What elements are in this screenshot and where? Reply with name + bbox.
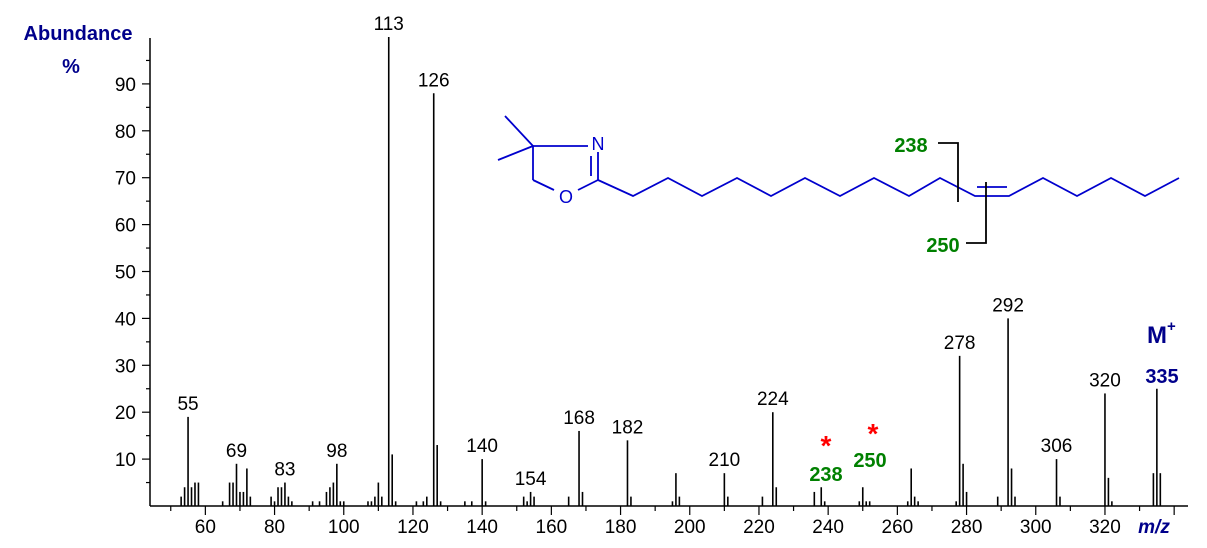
- x-ticks: 60 80 100 120 140 160 180 200 220 240 260 280 300 320: [170, 506, 1175, 538]
- x-tick-label: 140: [466, 517, 498, 538]
- atom-n: N: [592, 134, 605, 154]
- ring-bond-c5-o: [532, 179, 555, 191]
- x-tick-label: 80: [264, 517, 285, 538]
- peak-label: 126: [418, 70, 450, 91]
- x-tick-label: 320: [1089, 517, 1121, 538]
- peak-label: 278: [944, 333, 976, 354]
- y-tick-label: 90: [115, 75, 136, 96]
- x-tick-label: 180: [605, 517, 637, 538]
- y-tick-label: 30: [115, 356, 136, 377]
- marker-star-238: *: [821, 430, 832, 461]
- peaks: [180, 37, 1162, 506]
- y-tick-label: 60: [115, 216, 136, 237]
- x-tick-label: 240: [812, 517, 844, 538]
- x-tick-label: 160: [536, 517, 568, 538]
- chemical-structure: [497, 115, 1180, 244]
- peak-label: 113: [374, 14, 404, 35]
- methyl-bond-1: [504, 115, 534, 147]
- x-axis-title: m/z: [1138, 517, 1170, 538]
- peak-label: 154: [515, 469, 547, 490]
- structure-fragment-250: 250: [926, 235, 959, 257]
- cleavage-bracket-250: [966, 182, 987, 244]
- ring-bond-o-c2: [577, 179, 599, 191]
- cleavage-bracket-238: [938, 142, 959, 202]
- y-axis-title: Abundance: [24, 23, 133, 45]
- peak-label: 83: [274, 460, 295, 481]
- atom-o: O: [559, 187, 573, 207]
- structure-fragment-238: 238: [894, 135, 927, 157]
- y-tick-label: 10: [115, 450, 136, 471]
- x-tick-label: 220: [743, 517, 775, 538]
- peak-label: 140: [466, 436, 498, 457]
- fragment-238-label: 238: [809, 464, 842, 486]
- peak-label: 69: [226, 441, 247, 462]
- x-tick-label: 300: [1020, 517, 1052, 538]
- fragment-250-label: 250: [853, 450, 886, 472]
- x-tick-label: 100: [328, 517, 360, 538]
- alkyl-chain: [597, 176, 1180, 198]
- y-tick-label: 20: [115, 403, 136, 424]
- x-tick-label: 260: [882, 517, 914, 538]
- molecular-ion-superscript: +: [1167, 318, 1176, 335]
- y-tick-label: 80: [115, 122, 136, 143]
- x-tick-label: 200: [674, 517, 706, 538]
- peak-labels: 55 69 83 98 113 126 140 154 168 182 210 224 278 292 30…: [177, 14, 1120, 490]
- peak-label: 168: [563, 408, 595, 429]
- peak-label: 320: [1089, 370, 1121, 391]
- peak-label: 306: [1041, 436, 1073, 457]
- molecular-ion-label: M+: [1147, 318, 1176, 349]
- peak-label: 182: [612, 417, 644, 438]
- x-tick-label: 280: [951, 517, 983, 538]
- y-ticks: 10 20 30 40 50 60 70 80 90: [115, 59, 150, 484]
- y-tick-label: 50: [115, 263, 136, 284]
- marker-star-250: *: [868, 418, 879, 449]
- peak-label: 98: [326, 441, 347, 462]
- x-tick-label: 120: [397, 517, 429, 538]
- y-tick-label: 40: [115, 309, 136, 330]
- y-axis-unit: %: [62, 56, 80, 78]
- peak-label: 55: [177, 394, 198, 415]
- peak-label: 224: [757, 389, 789, 410]
- x-tick-label: 60: [195, 517, 216, 538]
- molecular-ion-mz: 335: [1145, 366, 1178, 388]
- peak-label: 210: [709, 450, 741, 471]
- y-tick-label: 70: [115, 169, 136, 190]
- methyl-bond-2: [497, 145, 534, 161]
- peak-label: 292: [992, 295, 1024, 316]
